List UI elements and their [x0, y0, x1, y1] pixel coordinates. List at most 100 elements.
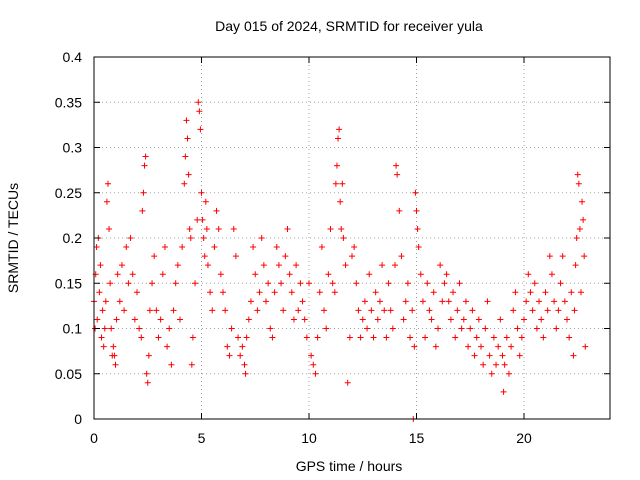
data-point — [542, 289, 549, 296]
data-point — [376, 298, 383, 305]
data-point — [288, 289, 295, 296]
data-point — [327, 225, 334, 232]
data-point — [192, 280, 199, 287]
data-point — [170, 307, 177, 314]
data-point — [215, 225, 222, 232]
data-point — [570, 352, 577, 359]
y-tick-label: 0.2 — [63, 230, 83, 246]
data-point — [295, 307, 302, 314]
data-point — [452, 334, 459, 341]
data-point — [544, 307, 551, 314]
data-point — [213, 207, 220, 214]
data-point — [383, 334, 390, 341]
data-point — [127, 235, 134, 241]
data-point — [518, 334, 525, 341]
data-point — [344, 379, 351, 386]
data-point — [424, 280, 431, 287]
data-point — [335, 135, 342, 142]
y-tick-label: 0.25 — [55, 185, 82, 201]
data-point — [189, 334, 196, 341]
data-point — [521, 316, 527, 323]
data-point — [480, 361, 487, 368]
data-point — [306, 280, 312, 287]
data-point — [435, 325, 441, 332]
data-point — [582, 343, 589, 350]
data-point — [400, 316, 407, 323]
data-point — [134, 289, 140, 296]
data-point — [580, 216, 587, 223]
data-point — [430, 289, 437, 296]
data-point — [195, 99, 202, 106]
data-point — [299, 298, 306, 305]
data-point — [155, 334, 162, 341]
data-point — [540, 334, 547, 341]
data-point — [379, 262, 386, 269]
data-point — [523, 298, 530, 305]
x-tick-label: 0 — [90, 430, 98, 446]
data-point — [258, 235, 265, 241]
data-point — [143, 370, 150, 377]
data-point — [269, 334, 276, 341]
data-point — [531, 280, 538, 287]
data-point — [209, 307, 216, 314]
data-point — [548, 271, 555, 278]
data-point — [104, 180, 111, 187]
data-point — [252, 271, 259, 278]
data-point — [211, 244, 218, 251]
tick-layer: 0 0.05 0.1 0.15 0.2 0.25 0.3 0.35 0.4 0 5 10 15 20 — [55, 49, 610, 446]
data-point — [462, 298, 469, 305]
data-point — [224, 343, 231, 350]
data-point — [478, 343, 484, 350]
data-point — [402, 298, 409, 305]
data-point — [331, 289, 338, 296]
data-point — [546, 253, 553, 260]
data-point — [198, 189, 205, 196]
y-tick-label: 0.4 — [63, 49, 83, 65]
data-point — [573, 235, 580, 241]
data-point — [321, 307, 328, 314]
data-point — [256, 289, 263, 296]
data-point — [159, 271, 166, 278]
data-point — [188, 361, 195, 368]
data-point — [555, 307, 562, 314]
data-point — [495, 343, 502, 350]
data-point — [207, 289, 214, 296]
data-point — [336, 126, 343, 133]
data-point — [263, 298, 269, 305]
data-point — [172, 280, 179, 287]
data-point — [145, 352, 152, 359]
data-point — [96, 289, 103, 296]
data-point — [467, 325, 474, 332]
data-point — [486, 352, 493, 359]
data-point — [183, 117, 190, 124]
data-point — [564, 316, 570, 323]
data-point — [500, 388, 507, 395]
data-point — [460, 316, 467, 323]
data-point — [260, 262, 267, 269]
data-point — [308, 352, 315, 359]
data-point — [581, 253, 588, 260]
data-point — [501, 361, 508, 368]
data-point — [111, 352, 118, 359]
data-point — [458, 325, 465, 332]
data-point — [475, 316, 482, 323]
data-point — [101, 325, 108, 332]
data-point — [454, 307, 461, 314]
data-point — [364, 325, 371, 332]
data-point — [222, 307, 229, 314]
data-point — [529, 307, 536, 314]
data-point — [413, 207, 420, 214]
data-point — [204, 262, 211, 269]
data-point — [310, 361, 317, 368]
data-point — [118, 262, 125, 269]
data-point — [499, 352, 506, 359]
data-point — [428, 316, 435, 323]
data-point — [394, 171, 401, 178]
data-point — [181, 180, 188, 187]
data-point — [250, 244, 257, 251]
data-point — [197, 126, 204, 133]
data-point — [412, 189, 419, 196]
data-point — [576, 225, 583, 232]
data-point — [411, 343, 418, 350]
y-tick-label: 0 — [74, 411, 82, 427]
